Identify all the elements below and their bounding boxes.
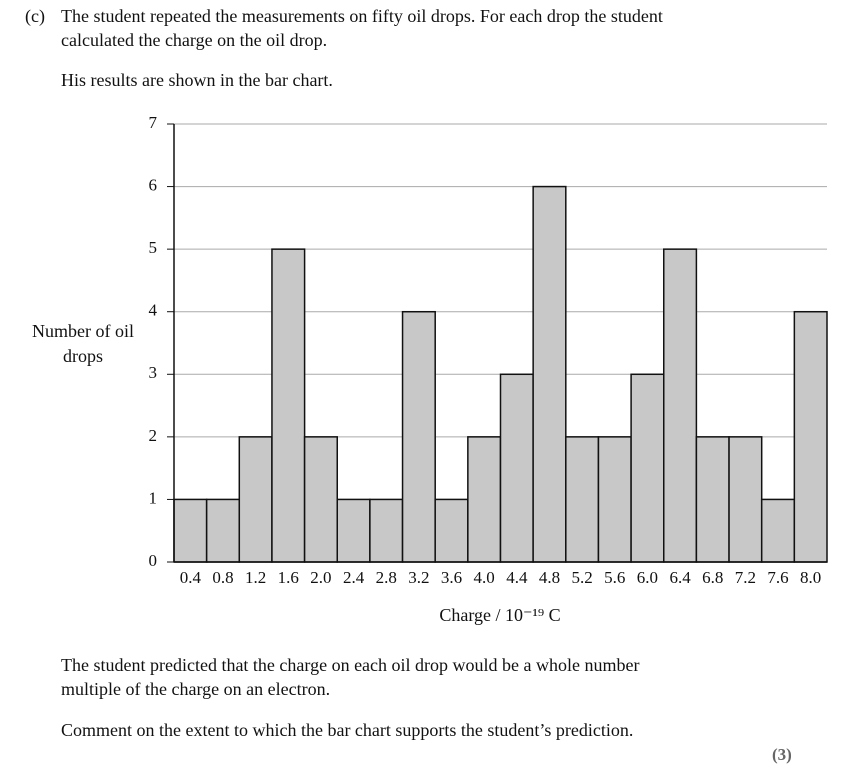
bar [793, 310, 828, 563]
x-tick-label: 2.0 [310, 568, 331, 587]
bar [728, 436, 763, 563]
x-tick-label: 7.2 [735, 568, 756, 587]
y-axis-label: Number of oil drops [32, 321, 134, 366]
marks: (3) [772, 745, 792, 764]
bar [173, 498, 208, 563]
bar [760, 498, 796, 563]
question-label: (c) [25, 6, 45, 26]
bar [630, 373, 665, 563]
bar [401, 310, 436, 563]
x-tick-label: 4.8 [539, 568, 560, 587]
x-tick-label: 0.8 [212, 568, 233, 587]
bar [597, 436, 632, 563]
x-tick-label: 1.6 [278, 568, 299, 587]
x-tick-label: 2.4 [343, 568, 365, 587]
bar [369, 498, 404, 563]
x-tick-label: 7.6 [767, 568, 788, 587]
prediction-line: The student predicted that the charge on… [61, 655, 640, 675]
x-tick-label: 4.0 [474, 568, 495, 587]
y-tick-label: 7 [149, 113, 158, 132]
x-tick-label: 2.8 [376, 568, 397, 587]
task-text: Comment on the extent to which the bar c… [61, 720, 634, 740]
x-tick-label: 4.4 [506, 568, 528, 587]
intro-line: calculated the charge on the oil drop. [61, 30, 328, 50]
x-tick-label: 3.2 [408, 568, 429, 587]
x-tick-label: 5.6 [604, 568, 625, 587]
x-tick-label: 6.8 [702, 568, 723, 587]
y-tick-label: 0 [149, 551, 158, 570]
x-tick-label: 3.6 [441, 568, 462, 587]
x-tick-label: 6.4 [669, 568, 691, 587]
bar [532, 185, 567, 563]
x-tick-label: 5.2 [572, 568, 593, 587]
lead-text: His results are shown in the bar chart. [61, 70, 333, 90]
y-tick-label: 3 [149, 363, 158, 382]
bar [565, 436, 600, 563]
intro-line: The student repeated the measurements on… [61, 6, 663, 26]
bar [336, 498, 371, 563]
bar [663, 248, 698, 563]
bar [271, 248, 306, 563]
x-tick-label: 8.0 [800, 568, 821, 587]
x-tick-label: 6.0 [637, 568, 658, 587]
bar [205, 498, 241, 563]
bar [499, 373, 534, 563]
bar [467, 436, 502, 563]
prediction-line: multiple of the charge on an electron. [61, 679, 331, 699]
y-tick-label: 6 [149, 175, 158, 194]
bar [434, 498, 469, 563]
y-tick-label: 2 [149, 426, 158, 445]
x-tick-label: 1.2 [245, 568, 266, 587]
x-tick-label: 0.4 [180, 568, 202, 587]
y-tick-label: 4 [149, 301, 158, 320]
bar [238, 436, 273, 563]
y-tick-label: 5 [149, 238, 158, 257]
bar [303, 436, 339, 563]
x-axis-label: Charge / 10⁻¹⁹ C [439, 605, 560, 625]
bar [695, 436, 730, 563]
y-tick-label: 1 [149, 488, 158, 507]
